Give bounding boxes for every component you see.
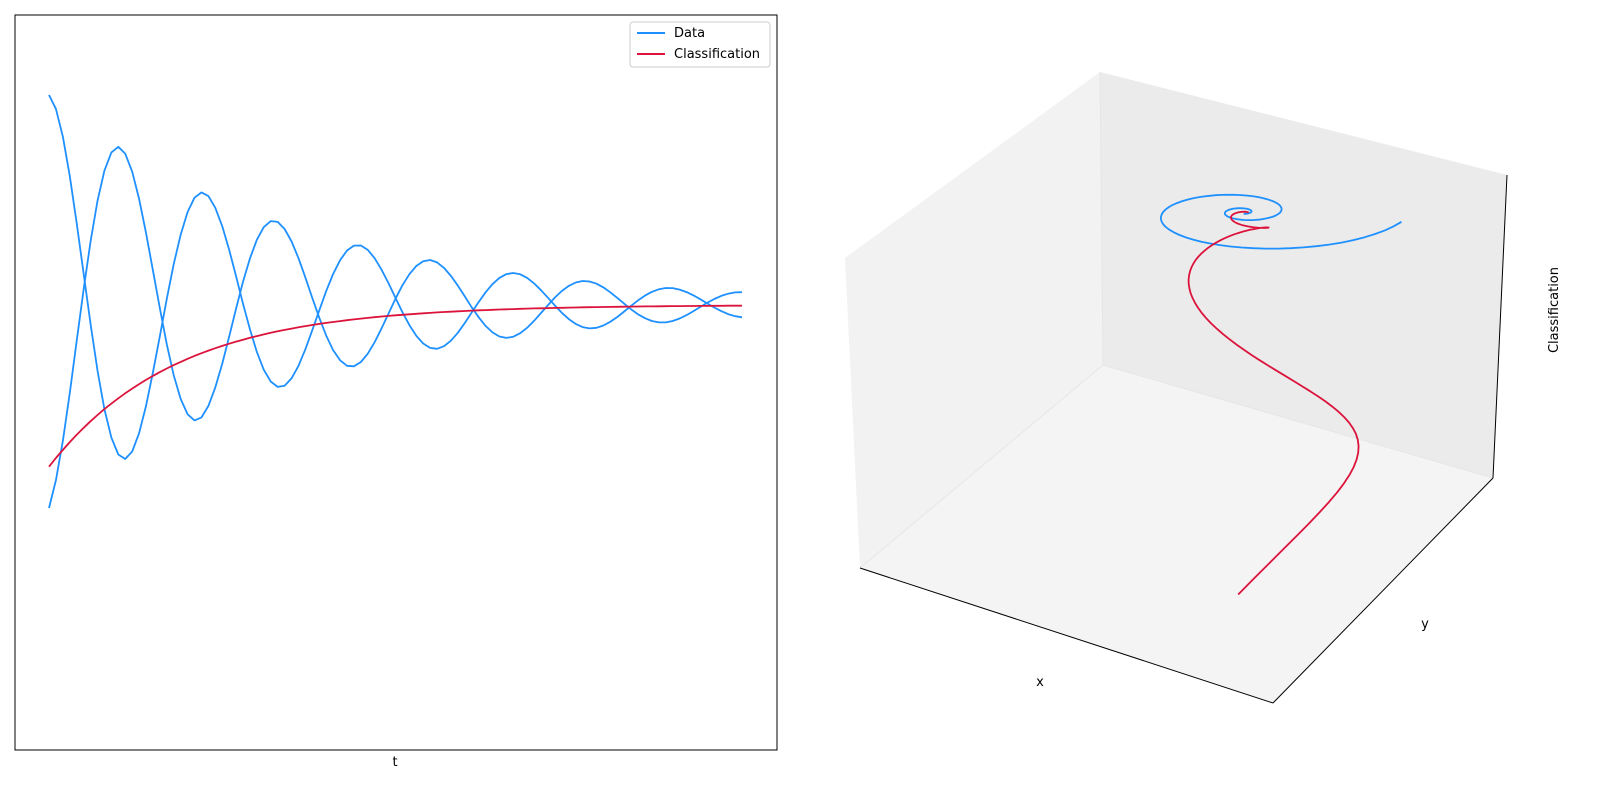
3d-y-axis-line <box>1272 477 1494 704</box>
3d-left-pane <box>845 72 1103 568</box>
3d-z-axis-label: Classification <box>1547 267 1562 353</box>
3d-y-axis-label: y <box>1421 617 1429 632</box>
3d-x-axis-line <box>859 567 1274 704</box>
classification-line <box>48 304 742 468</box>
left-x-axis-label: t <box>392 755 397 770</box>
3d-classification-spiral <box>1187 210 1360 596</box>
3d-back-pane <box>1100 72 1507 478</box>
3d-z-axis-line <box>1492 174 1508 479</box>
3d-plot: x y Classification <box>845 71 1562 704</box>
3d-lines <box>1160 193 1402 596</box>
3d-x-axis-label: x <box>1036 675 1044 690</box>
legend-data-label: Data <box>674 26 705 41</box>
3d-data-spiral <box>1160 193 1402 250</box>
time-series-plot: t Data Classification <box>14 14 778 770</box>
left-plot-frame <box>14 14 778 751</box>
3d-pane-edge <box>1102 364 1494 479</box>
data-y-line <box>48 145 743 509</box>
3d-pane-edge <box>859 364 1104 569</box>
time-series-lines <box>48 94 743 509</box>
3d-pane-edge <box>1099 71 1104 366</box>
legend: Data Classification <box>629 21 771 68</box>
legend-classification-label: Classification <box>674 47 760 62</box>
3d-floor-pane <box>860 365 1493 703</box>
